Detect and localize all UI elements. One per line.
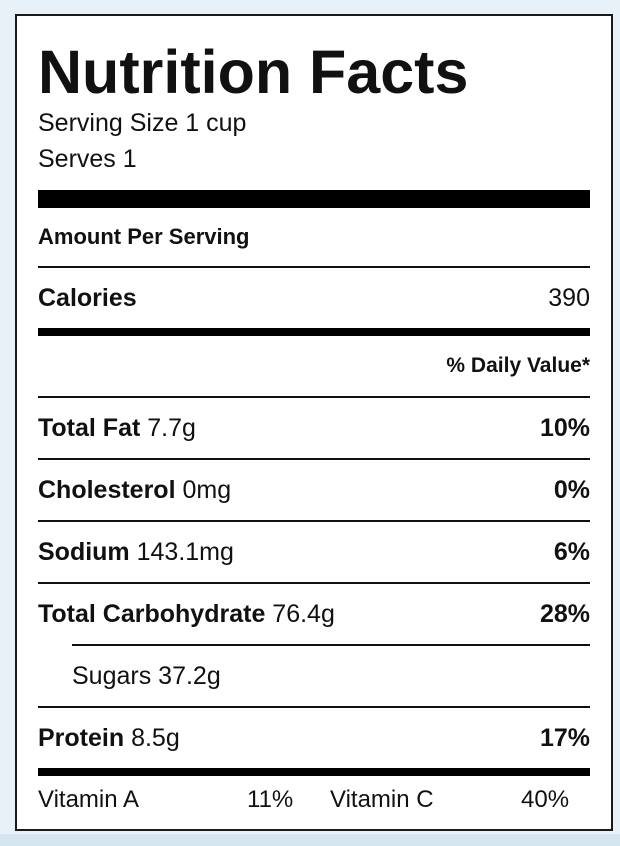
vitamin-a-label: Vitamin A	[38, 786, 139, 813]
serving-info: Serving Size 1 cup Serves 1	[38, 105, 590, 177]
nutrient-row-sodium: Sodium 143.1mg 6%	[38, 522, 590, 582]
nutrient-amount: 76.4g	[272, 599, 335, 628]
nutrient-name: Protein	[38, 723, 125, 752]
nutrient-amount: 143.1mg	[136, 537, 234, 566]
nutrient-row-cholesterol: Cholesterol 0mg 0%	[38, 460, 590, 520]
calories-row: Calories 390	[38, 268, 590, 328]
calories-label: Calories	[38, 283, 137, 312]
nutrient-row-total-fat: Total Fat 7.7g 10%	[38, 398, 590, 458]
divider	[38, 706, 590, 708]
sub-divider	[72, 644, 590, 646]
vitamin-a-value: 11%	[247, 786, 294, 813]
nutrient-row-total-carbohydrate: Total Carbohydrate 76.4g 28%	[38, 584, 590, 644]
nutrient-daily-value: 0%	[553, 475, 590, 504]
nutrient-row-protein: Protein 8.5g 17%	[38, 708, 590, 768]
nutrition-facts-label: Nutrition Facts Serving Size 1 cup Serve…	[15, 14, 613, 831]
nutrient-amount: 0mg	[182, 475, 232, 504]
nutrient-daily-value: 28%	[539, 599, 590, 628]
nutrient-name: Sodium	[38, 537, 130, 566]
nutrient-name: Sugars	[72, 661, 152, 690]
nutrient-daily-value: 10%	[539, 413, 590, 442]
nutrient-daily-value: 17%	[539, 723, 590, 752]
daily-value-header: % Daily Value*	[446, 354, 590, 377]
nutrient-amount: 8.5g	[131, 723, 180, 752]
nutrient-amount: 37.2g	[158, 661, 221, 690]
nutrient-daily-value: 6%	[553, 537, 590, 566]
divider	[38, 458, 590, 460]
calories-value: 390	[548, 283, 590, 312]
vitamin-c-value: 40%	[521, 786, 570, 813]
page-bottom-strip	[0, 834, 620, 846]
medium-divider	[38, 768, 590, 776]
nutrient-amount: 7.7g	[147, 413, 196, 442]
vitamins-row: Vitamin A 11% Vitamin C 40%	[38, 776, 590, 824]
vitamin-c-label: Vitamin C	[330, 786, 434, 813]
nutrient-row-sugars: Sugars 37.2g	[38, 646, 590, 706]
medium-divider	[38, 328, 590, 336]
nutrient-name: Total Carbohydrate	[38, 599, 266, 628]
divider	[38, 396, 590, 398]
nutrient-name: Cholesterol	[38, 475, 176, 504]
divider	[38, 520, 590, 522]
serving-size: Serving Size 1 cup	[38, 109, 247, 137]
divider	[38, 266, 590, 268]
nutrition-facts-title: Nutrition Facts	[38, 38, 469, 106]
divider	[38, 582, 590, 584]
thick-divider	[38, 190, 590, 208]
serves-count: Serves 1	[38, 145, 137, 173]
amount-per-serving-heading: Amount Per Serving	[38, 224, 250, 249]
nutrient-name: Total Fat	[38, 413, 141, 442]
